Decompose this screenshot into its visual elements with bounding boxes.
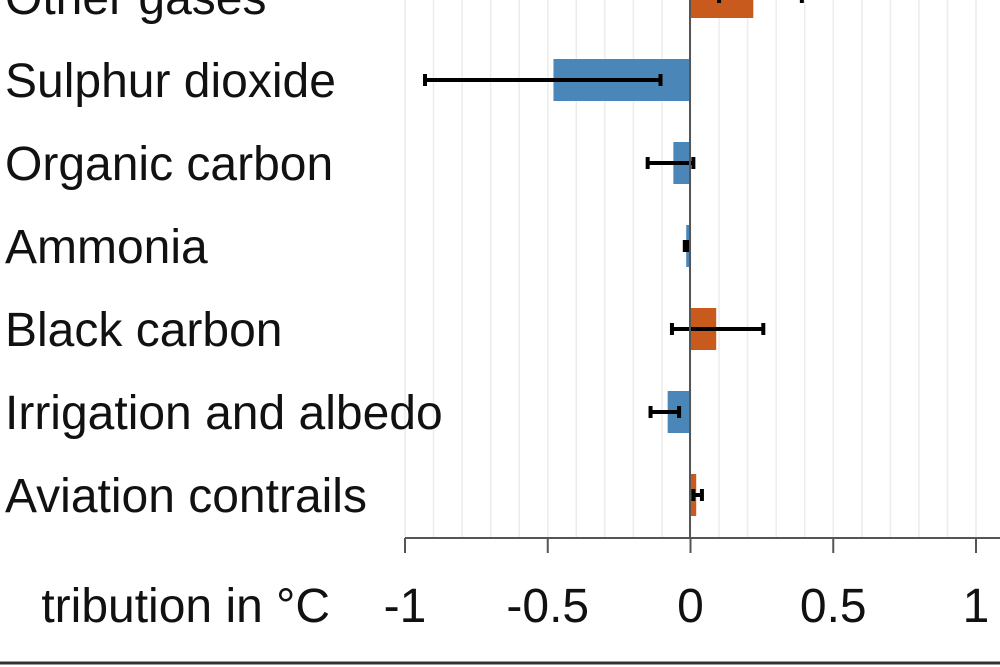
bar xyxy=(690,0,754,18)
category-labels: Other gases Sulphur dioxide Organic carbon… xyxy=(5,0,443,523)
category-label: Sulphur dioxide xyxy=(5,55,336,108)
x-axis-label: tribution in °C xyxy=(41,580,330,633)
x-tick-label: 0.5 xyxy=(800,580,867,633)
category-label: Organic carbon xyxy=(5,138,333,191)
bars xyxy=(422,0,804,516)
category-label: Black carbon xyxy=(5,304,282,357)
x-tick-label: 0 xyxy=(677,580,704,633)
category-label: Irrigation and albedo xyxy=(5,387,443,440)
x-tick-label: 1 xyxy=(963,580,990,633)
category-label: Other gases xyxy=(5,0,266,25)
x-tick-label: -1 xyxy=(384,580,427,633)
category-label: Aviation contrails xyxy=(5,470,367,523)
x-tick-label: -0.5 xyxy=(506,580,589,633)
x-ticks: -1 -0.5 0 0.5 1 xyxy=(384,538,990,633)
category-label: Ammonia xyxy=(5,221,208,274)
